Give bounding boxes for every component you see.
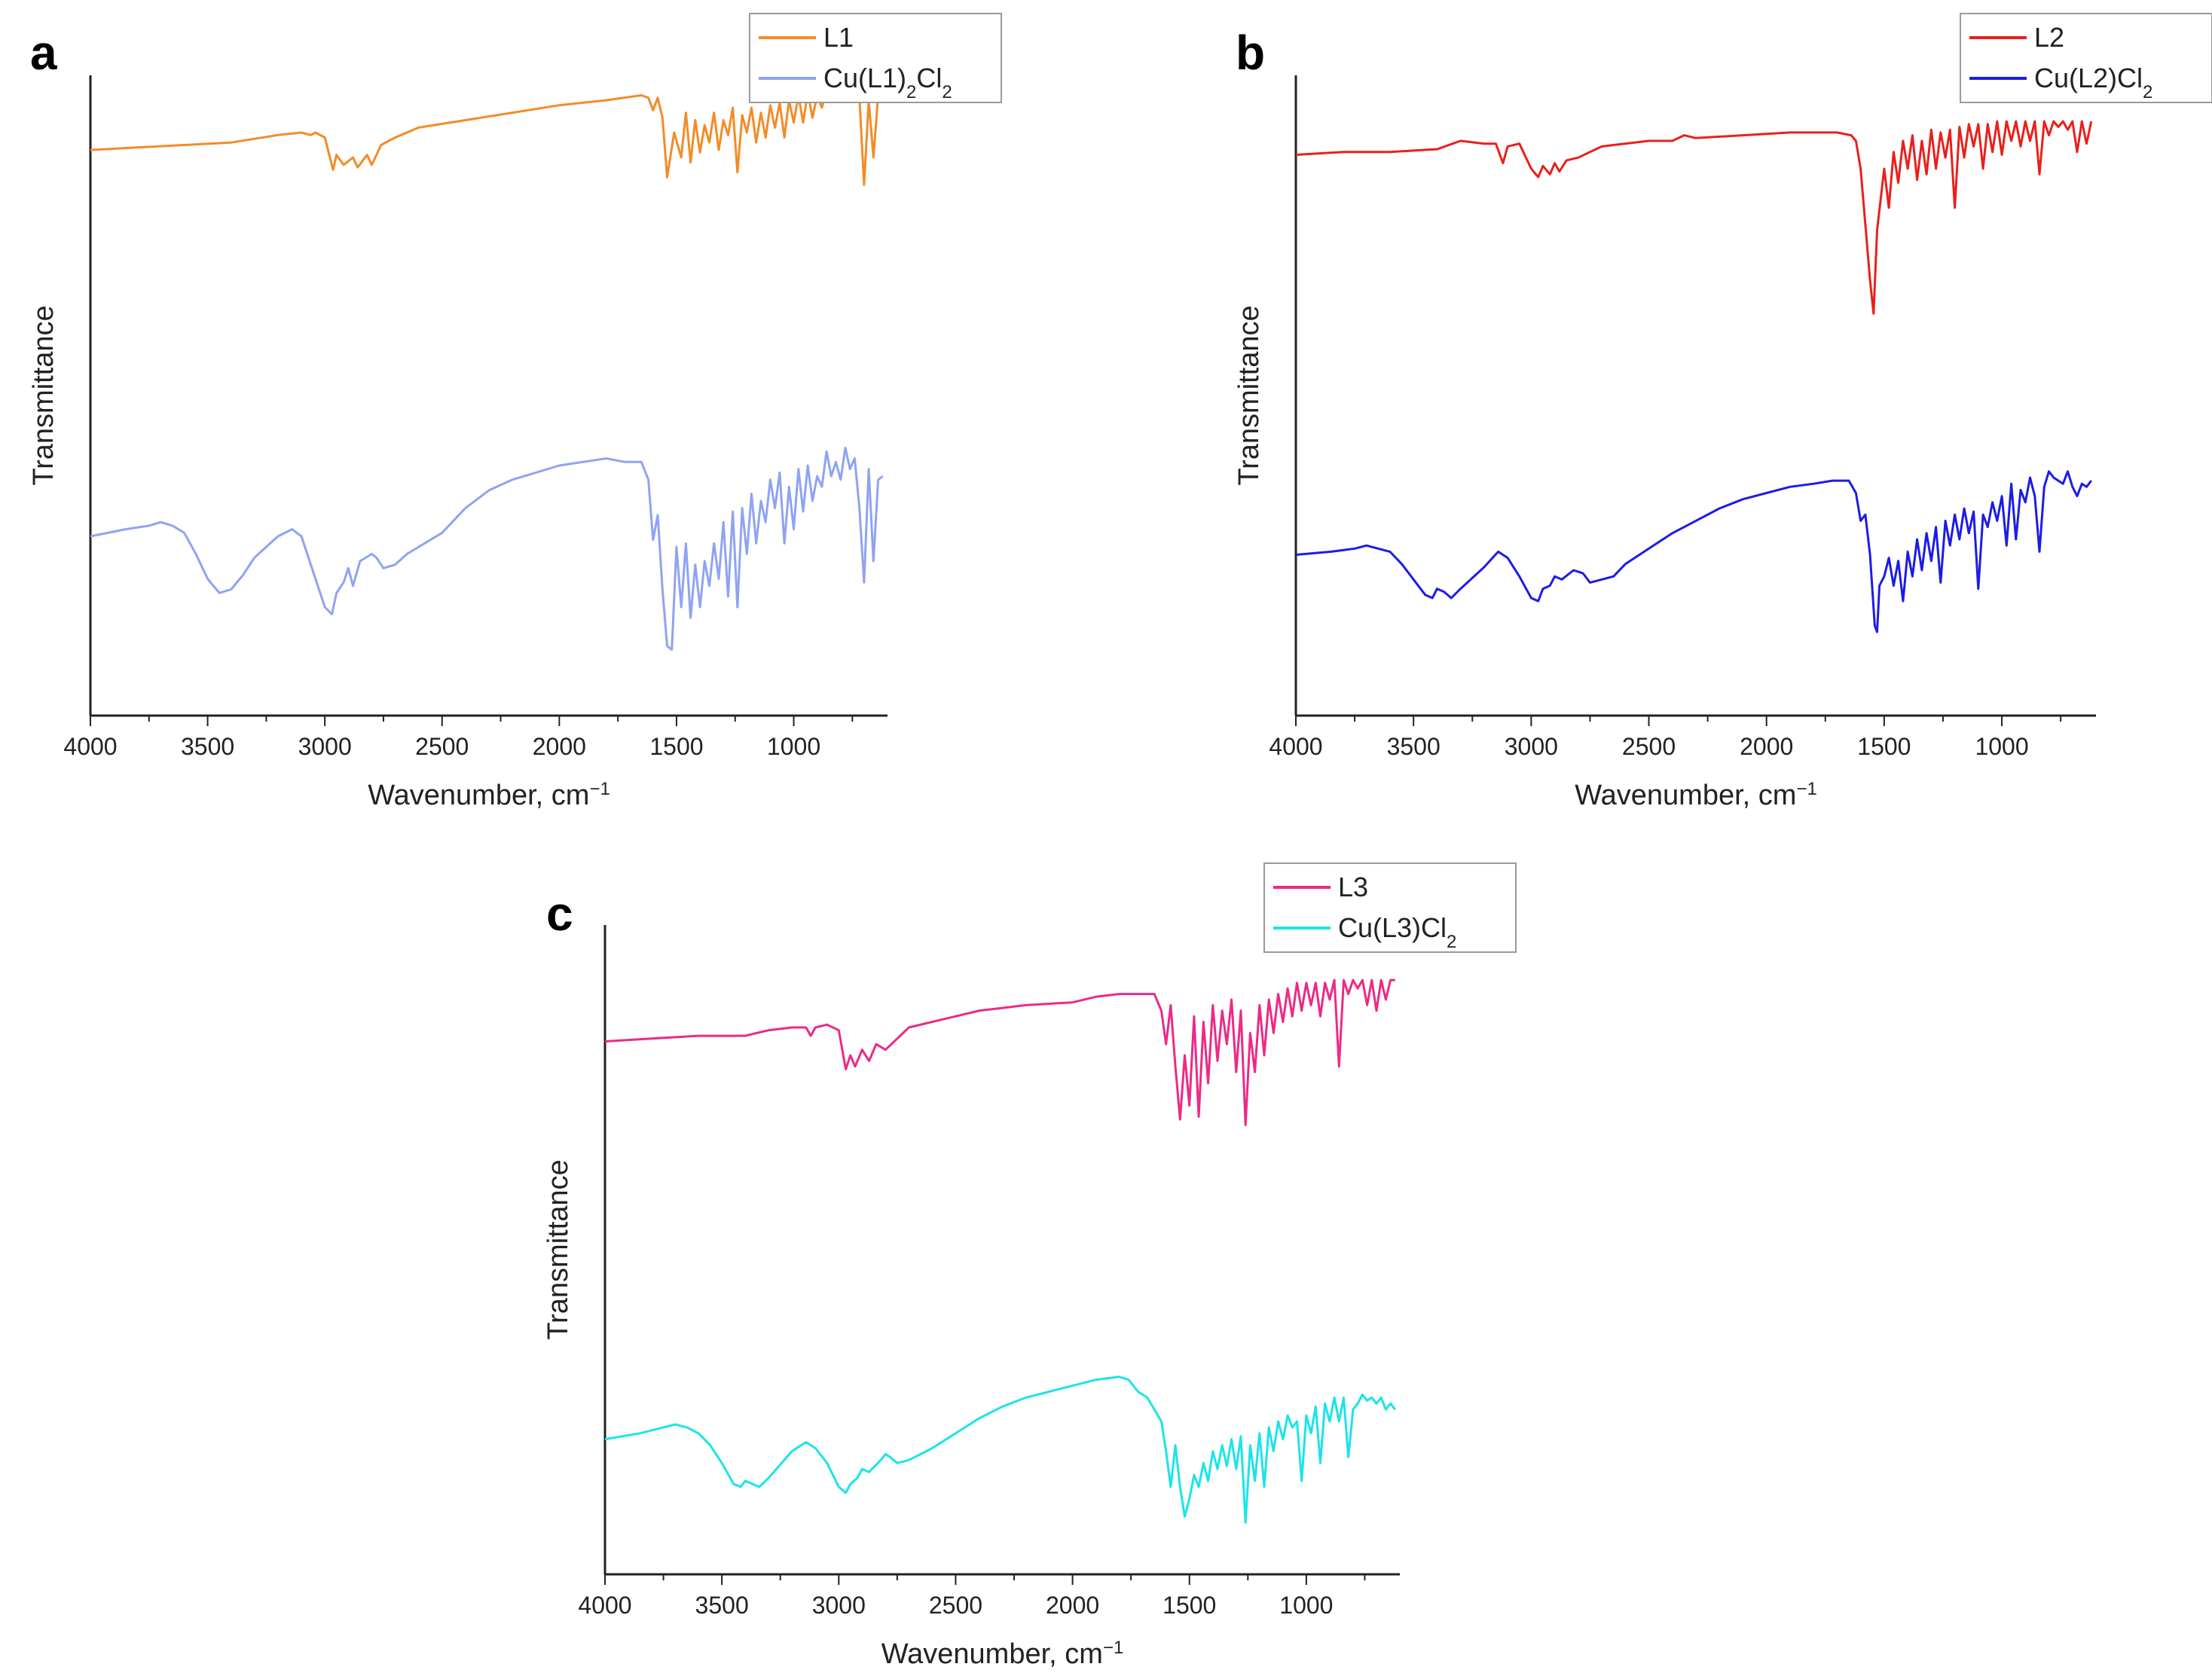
panel-a-y-axis-title: Transmittance: [28, 305, 60, 485]
panel-a-x-tick-label: 4000: [63, 733, 117, 760]
panel-a-x-tick-label: 2000: [533, 733, 586, 760]
panel-b-x-tick-label: 2500: [1622, 733, 1676, 760]
panel-c-legend-box: [1263, 862, 1517, 953]
panel-c: c 4000 3500 3000 2500 2000 1500 1000 Wavenumber,…: [542, 862, 1517, 1671]
panel-b-x-tick-label: 1000: [1975, 733, 2028, 760]
panel-b-legend-label-2: Cu(L2)Cl2: [2034, 63, 2152, 102]
panel-c-x-tick-label: 1500: [1163, 1592, 1216, 1619]
panel-c-series-line-2: [604, 1375, 1396, 1524]
panel-b-letter: b: [1236, 26, 1265, 80]
panel-c-series-line-1: [604, 978, 1395, 1126]
panel-b-series-line-2: [1295, 470, 2092, 633]
panel-a-x-tick-label: 1500: [649, 733, 703, 760]
panel-c-x-axis-title: Wavenumber, cm−1: [881, 1638, 1124, 1671]
panel-a-legend-box: [749, 13, 1002, 103]
panel-a: a 4000 3500 3000 2500 2000 1500 1000 Wavenumber,…: [28, 13, 1002, 812]
panel-b-legend-label-1: L2: [2034, 22, 2064, 53]
panel-c-x-tick-label: 3500: [695, 1592, 749, 1619]
panel-c-x-tick-label: 3000: [812, 1592, 866, 1619]
panel-b-x-tick-label: 1500: [1857, 733, 1911, 760]
panel-c-letter: c: [546, 887, 573, 941]
panel-c-legend-label-1: L3: [1338, 872, 1368, 902]
panel-c-x-tick-label: 2000: [1046, 1592, 1099, 1619]
panel-a-legend-label-1: L1: [823, 22, 854, 53]
panel-a-legend-label-2: Cu(L1)2Cl2: [823, 63, 952, 102]
panel-b-x-axis-title: Wavenumber, cm−1: [1575, 779, 1817, 812]
panel-c-x-tick-label: 4000: [578, 1592, 631, 1619]
panel-b-x-tick-label: 4000: [1269, 733, 1322, 760]
panel-a-x-axis-title: Wavenumber, cm−1: [368, 779, 610, 812]
panel-a-letter: a: [30, 26, 57, 80]
panel-b-y-axis-title: Transmittance: [1233, 305, 1265, 485]
panel-c-x-tick-label: 2500: [929, 1592, 982, 1619]
panel-a-x-tick-label: 3000: [298, 733, 352, 760]
panel-c-x-tick-label: 1000: [1279, 1592, 1333, 1619]
panel-b-x-tick-label: 3000: [1505, 733, 1558, 760]
panel-a-x-tick-label: 1000: [767, 733, 820, 760]
panel-a-x-tick-label: 2500: [415, 733, 469, 760]
panel-b: b 4000 3500 3000 2500 2000 1500 1000 Wavenumber,…: [1233, 13, 2212, 812]
panel-b-series-line-1: [1295, 120, 2093, 315]
panel-a-x-tick-label: 3500: [181, 733, 234, 760]
panel-b-x-tick-label: 2000: [1740, 733, 1793, 760]
panel-a-series-line-2: [90, 447, 884, 651]
panel-c-legend-label-2: Cu(L3)Cl2: [1338, 912, 1456, 952]
panel-b-x-tick-label: 3500: [1387, 733, 1441, 760]
panel-c-y-axis-title: Transmittance: [542, 1159, 574, 1339]
panel-b-legend-box: [1960, 13, 2212, 103]
